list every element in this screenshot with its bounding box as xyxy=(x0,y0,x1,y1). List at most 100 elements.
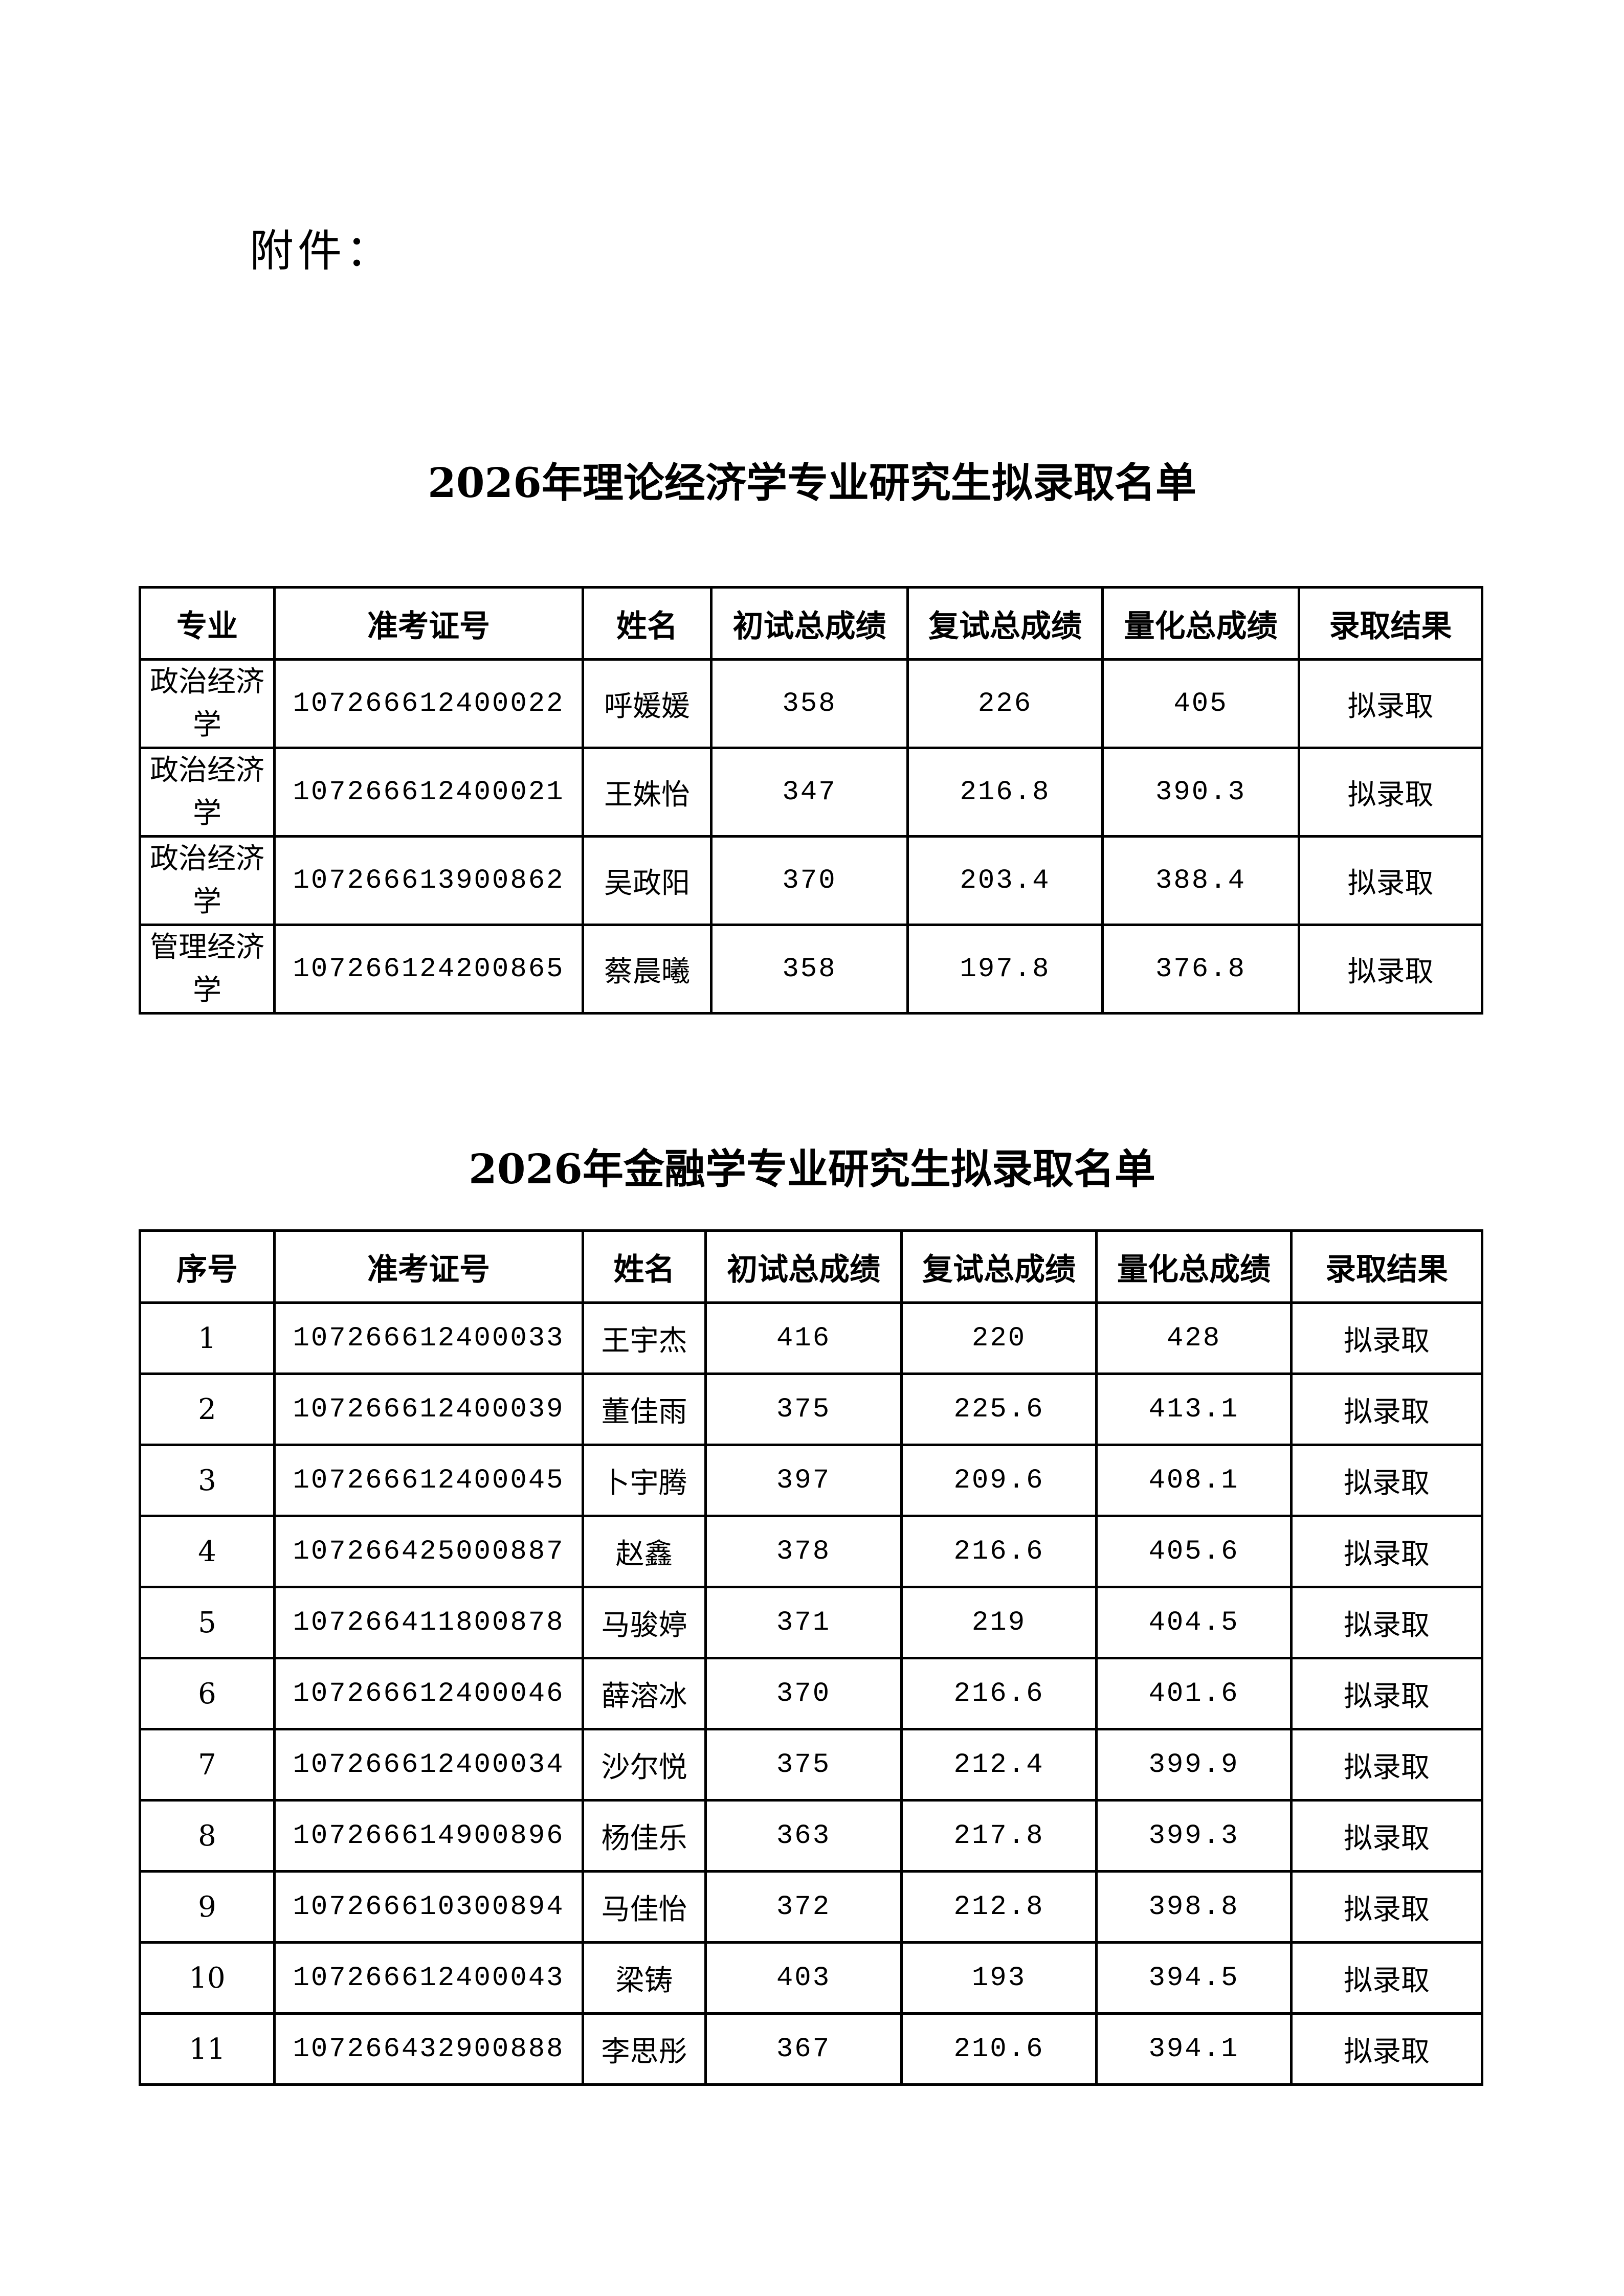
retest-score-cell: 203.4 xyxy=(906,835,1104,926)
index-cell: 3 xyxy=(139,1444,276,1517)
initial-score-cell: 367 xyxy=(704,2012,903,2086)
column-header: 复试总成绩 xyxy=(900,1229,1098,1304)
total-score-cell: 404.5 xyxy=(1095,1586,1293,1659)
name-cell: 马佳怡 xyxy=(582,1870,707,1944)
major-cell: 政治经济学 xyxy=(139,658,276,749)
column-header: 姓名 xyxy=(582,586,713,661)
index-cell: 10 xyxy=(139,1941,276,2015)
exam-id-cell: 107266612400045 xyxy=(273,1444,584,1517)
result-cell: 拟录取 xyxy=(1290,1870,1483,1944)
name-cell: 赵鑫 xyxy=(582,1515,707,1588)
result-cell: 拟录取 xyxy=(1298,658,1483,749)
finance-admission-table: 序号 准考证号 姓名 初试总成绩 复试总成绩 量化总成绩 录取结果 1 10726661240… xyxy=(139,1229,1483,2086)
retest-score-cell: 225.6 xyxy=(900,1372,1098,1446)
total-score-cell: 398.8 xyxy=(1095,1870,1293,1944)
exam-id-cell: 107266613900862 xyxy=(273,835,584,926)
table-header-row: 专业 准考证号 姓名 初试总成绩 复试总成绩 量化总成绩 录取结果 xyxy=(139,586,1483,661)
result-cell: 拟录取 xyxy=(1290,1515,1483,1588)
result-cell: 拟录取 xyxy=(1290,1728,1483,1802)
initial-score-cell: 370 xyxy=(710,835,909,926)
retest-score-cell: 209.6 xyxy=(900,1444,1098,1517)
table-row: 政治经济学 107266613900862 吴政阳 370 203.4 388.4 拟录取 xyxy=(139,835,1483,926)
table-row: 1 107266612400033 王宇杰 416 220 428 拟录取 xyxy=(139,1301,1483,1375)
column-header: 量化总成绩 xyxy=(1101,586,1300,661)
table-row: 9 107266610300894 马佳怡 372 212.8 398.8 拟录取 xyxy=(139,1870,1483,1944)
name-cell: 杨佳乐 xyxy=(582,1799,707,1873)
column-header: 量化总成绩 xyxy=(1095,1229,1293,1304)
attachment-label: 附件： xyxy=(250,226,394,277)
retest-score-cell: 216.6 xyxy=(900,1515,1098,1588)
column-header: 专业 xyxy=(139,586,276,661)
exam-id-cell: 107266612400033 xyxy=(273,1301,584,1375)
initial-score-cell: 371 xyxy=(704,1586,903,1659)
result-cell: 拟录取 xyxy=(1298,835,1483,926)
name-cell: 卜宇腾 xyxy=(582,1444,707,1517)
total-score-cell: 413.1 xyxy=(1095,1372,1293,1446)
initial-score-cell: 363 xyxy=(704,1799,903,1873)
column-header: 录取结果 xyxy=(1290,1229,1483,1304)
name-cell: 薛溶冰 xyxy=(582,1657,707,1730)
column-header: 初试总成绩 xyxy=(704,1229,903,1304)
total-score-cell: 408.1 xyxy=(1095,1444,1293,1517)
result-cell: 拟录取 xyxy=(1290,1586,1483,1659)
index-cell: 6 xyxy=(139,1657,276,1730)
total-score-cell: 405 xyxy=(1101,658,1300,749)
retest-score-cell: 212.4 xyxy=(900,1728,1098,1802)
exam-id-cell: 107266612400039 xyxy=(273,1372,584,1446)
total-score-cell: 401.6 xyxy=(1095,1657,1293,1730)
exam-id-cell: 107266612400021 xyxy=(273,747,584,838)
major-cell: 管理经济学 xyxy=(139,924,276,1015)
table-row: 3 107266612400045 卜宇腾 397 209.6 408.1 拟录取 xyxy=(139,1444,1483,1517)
retest-score-cell: 226 xyxy=(906,658,1104,749)
table-row: 5 107266411800878 马骏婷 371 219 404.5 拟录取 xyxy=(139,1586,1483,1659)
result-cell: 拟录取 xyxy=(1290,2012,1483,2086)
result-cell: 拟录取 xyxy=(1290,1799,1483,1873)
economics-admission-table: 专业 准考证号 姓名 初试总成绩 复试总成绩 量化总成绩 录取结果 政治经济学 1072666… xyxy=(139,586,1483,1015)
initial-score-cell: 347 xyxy=(710,747,909,838)
name-cell: 王宇杰 xyxy=(582,1301,707,1375)
table-row: 政治经济学 107266612400021 王姝怡 347 216.8 390.3 拟录取 xyxy=(139,747,1483,838)
result-cell: 拟录取 xyxy=(1290,1444,1483,1517)
exam-id-cell: 107266124200865 xyxy=(273,924,584,1015)
initial-score-cell: 397 xyxy=(704,1444,903,1517)
table-row: 10 107266612400043 梁铸 403 193 394.5 拟录取 xyxy=(139,1941,1483,2015)
table-row: 管理经济学 107266124200865 蔡晨曦 358 197.8 376.8 拟录取 xyxy=(139,924,1483,1015)
exam-id-cell: 107266411800878 xyxy=(273,1586,584,1659)
retest-score-cell: 216.8 xyxy=(906,747,1104,838)
retest-score-cell: 193 xyxy=(900,1941,1098,2015)
name-cell: 李思彤 xyxy=(582,2012,707,2086)
total-score-cell: 405.6 xyxy=(1095,1515,1293,1588)
index-cell: 2 xyxy=(139,1372,276,1446)
retest-score-cell: 212.8 xyxy=(900,1870,1098,1944)
table-row: 7 107266612400034 沙尔悦 375 212.4 399.9 拟录取 xyxy=(139,1728,1483,1802)
retest-score-cell: 210.6 xyxy=(900,2012,1098,2086)
table-row: 11 107266432900888 李思彤 367 210.6 394.1 拟录取 xyxy=(139,2012,1483,2086)
table-row: 8 107266614900896 杨佳乐 363 217.8 399.3 拟录取 xyxy=(139,1799,1483,1873)
total-score-cell: 394.1 xyxy=(1095,2012,1293,2086)
column-header: 姓名 xyxy=(582,1229,707,1304)
retest-score-cell: 219 xyxy=(900,1586,1098,1659)
total-score-cell: 388.4 xyxy=(1101,835,1300,926)
result-cell: 拟录取 xyxy=(1290,1372,1483,1446)
name-cell: 王姝怡 xyxy=(582,747,713,838)
total-score-cell: 390.3 xyxy=(1101,747,1300,838)
table-row: 2 107266612400039 董佳雨 375 225.6 413.1 拟录取 xyxy=(139,1372,1483,1446)
table1-title: 2026年理论经济学专业研究生拟录取名单 xyxy=(428,459,1196,507)
initial-score-cell: 375 xyxy=(704,1372,903,1446)
initial-score-cell: 358 xyxy=(710,924,909,1015)
name-cell: 吴政阳 xyxy=(582,835,713,926)
retest-score-cell: 217.8 xyxy=(900,1799,1098,1873)
major-cell: 政治经济学 xyxy=(139,747,276,838)
index-cell: 4 xyxy=(139,1515,276,1588)
name-cell: 蔡晨曦 xyxy=(582,924,713,1015)
initial-score-cell: 403 xyxy=(704,1941,903,2015)
initial-score-cell: 378 xyxy=(704,1515,903,1588)
index-cell: 9 xyxy=(139,1870,276,1944)
index-cell: 8 xyxy=(139,1799,276,1873)
exam-id-cell: 107266612400046 xyxy=(273,1657,584,1730)
name-cell: 呼媛媛 xyxy=(582,658,713,749)
column-header: 序号 xyxy=(139,1229,276,1304)
exam-id-cell: 107266425000887 xyxy=(273,1515,584,1588)
table-row: 6 107266612400046 薛溶冰 370 216.6 401.6 拟录取 xyxy=(139,1657,1483,1730)
retest-score-cell: 216.6 xyxy=(900,1657,1098,1730)
